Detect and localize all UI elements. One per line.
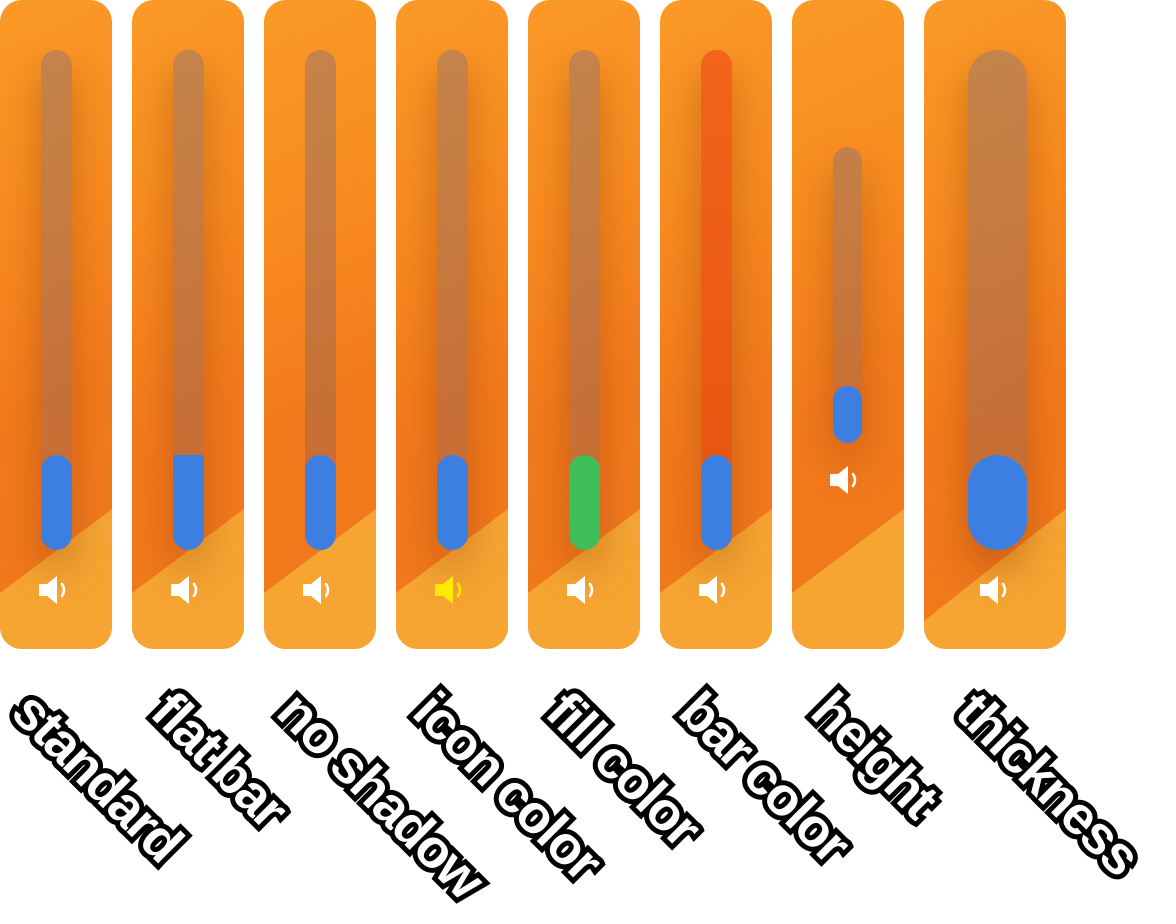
volume-slider-fill[interactable]	[305, 455, 336, 550]
volume-panel-thickness	[924, 0, 1066, 649]
speaker-icon[interactable]	[696, 573, 736, 607]
volume-slider-fill[interactable]	[173, 455, 204, 550]
volume-panel-icon-color	[396, 0, 508, 649]
volume-slider-track[interactable]	[701, 50, 732, 550]
volume-slider-track[interactable]	[305, 50, 336, 550]
volume-slider-track[interactable]	[968, 50, 1027, 550]
speaker-icon[interactable]	[827, 463, 867, 497]
volume-slider-fill[interactable]	[968, 455, 1027, 550]
volume-panel-standard	[0, 0, 112, 649]
volume-slider-track[interactable]	[833, 147, 862, 443]
speaker-icon[interactable]	[300, 573, 340, 607]
volume-slider-fill[interactable]	[833, 386, 862, 443]
volume-slider-fill[interactable]	[569, 455, 600, 550]
speaker-icon[interactable]	[977, 573, 1017, 607]
volume-slider-fill[interactable]	[701, 455, 732, 550]
volume-panel-fill-color	[528, 0, 640, 649]
speaker-icon[interactable]	[36, 573, 76, 607]
volume-slider-track[interactable]	[173, 50, 204, 550]
speaker-icon[interactable]	[432, 573, 472, 607]
volume-slider-fill[interactable]	[437, 455, 468, 550]
variant-label: thickness	[940, 676, 1156, 892]
volume-slider-fill[interactable]	[41, 455, 72, 550]
volume-panel-flat-bar	[132, 0, 244, 649]
volume-panel-bar-color	[660, 0, 772, 649]
volume-slider-track[interactable]	[437, 50, 468, 550]
volume-slider-track[interactable]	[41, 50, 72, 550]
speaker-icon[interactable]	[564, 573, 604, 607]
speaker-icon[interactable]	[168, 573, 208, 607]
volume-slider-track[interactable]	[569, 50, 600, 550]
volume-panel-no-shadow	[264, 0, 376, 649]
volume-panel-height	[792, 0, 904, 649]
